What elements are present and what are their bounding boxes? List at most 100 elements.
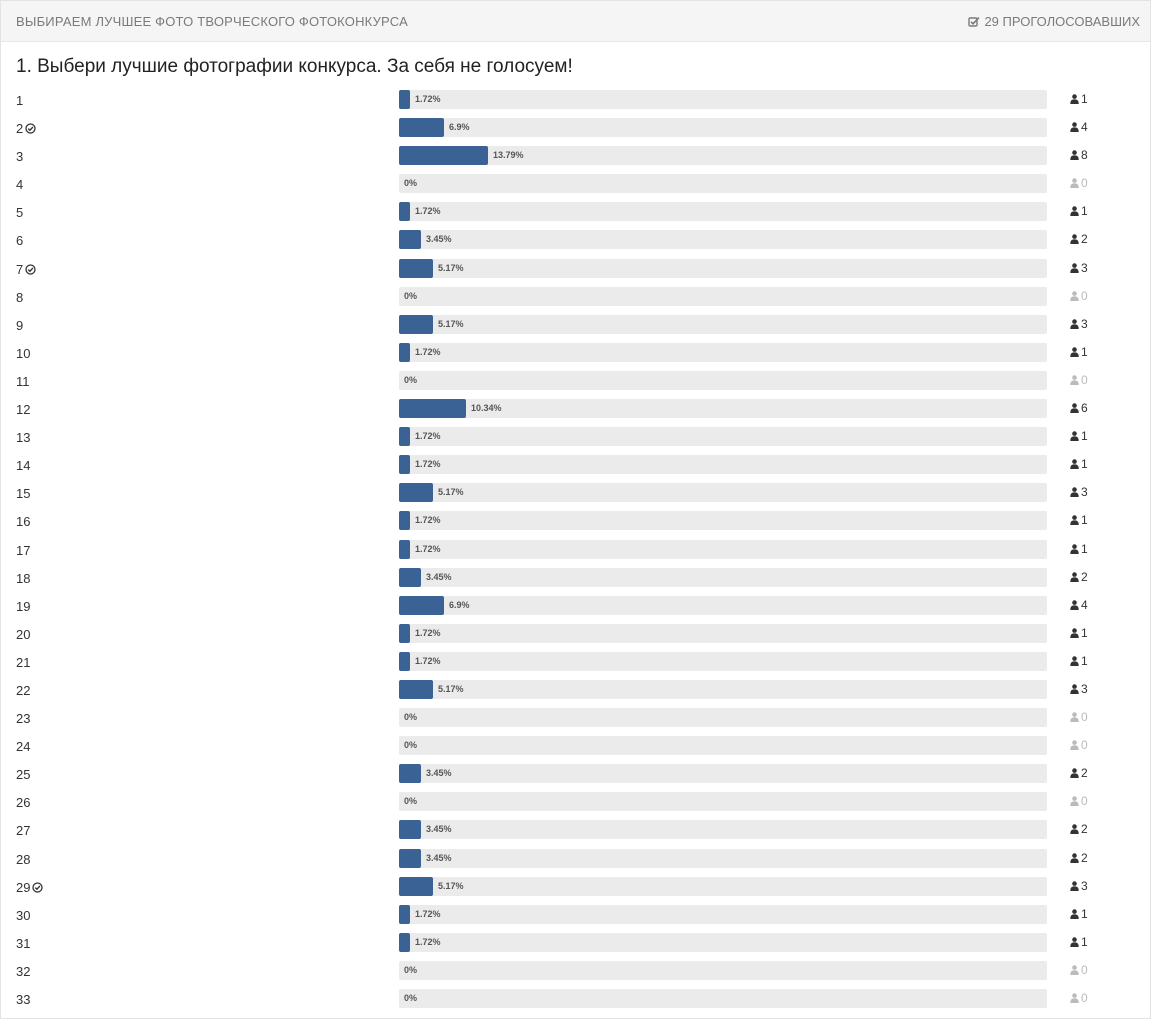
option-number: 1	[16, 93, 24, 108]
vote-count-value: 3	[1081, 485, 1088, 500]
check-circle-icon	[25, 123, 36, 134]
vote-count: 1	[1070, 935, 1088, 949]
result-row: 29 5.17% 3	[1, 876, 1150, 905]
option-number: 10	[16, 345, 31, 361]
voters-count: 29 ПРОГОЛОСОВАВШИХ	[968, 14, 1140, 29]
progress-track: 1.72%	[399, 90, 1047, 109]
progress-track: 1.72%	[399, 651, 1047, 671]
result-row: 4 0% 0	[1, 174, 1150, 202]
vote-count: 6	[1070, 401, 1088, 415]
progress-track: 10.34%	[399, 399, 1047, 419]
progress-track: 1.72%	[399, 623, 1047, 643]
option-label: 11	[16, 374, 30, 389]
progress-track: 5.17%	[399, 679, 1047, 699]
vote-count: 0	[1070, 991, 1088, 1005]
progress-track: 1.72%	[399, 342, 1047, 362]
user-icon	[1070, 290, 1079, 301]
option-label: 2	[16, 121, 36, 136]
option-number: 3	[16, 149, 24, 165]
vote-count-value: 1	[1081, 344, 1088, 359]
option-label: 1	[16, 93, 23, 108]
percent-label: 3.45%	[426, 234, 452, 245]
progress-fill	[399, 511, 410, 531]
result-row: 18 3.45% 2	[1, 567, 1150, 596]
result-row: 9 5.17% 3	[1, 314, 1150, 343]
option-number: 19	[16, 598, 31, 614]
option-label: 18	[16, 571, 30, 586]
vote-count: 3	[1070, 485, 1088, 499]
vote-count: 1	[1070, 204, 1088, 218]
option-label: 26	[16, 795, 30, 810]
option-number: 14	[16, 458, 31, 474]
percent-label: 0%	[404, 796, 418, 807]
vote-count: 1	[1070, 654, 1088, 668]
percent-label: 1.72%	[415, 346, 441, 357]
option-number: 2	[16, 121, 24, 137]
result-row: 27 3.45% 2	[1, 820, 1150, 848]
vote-count-value: 1	[1081, 92, 1088, 106]
option-number: 27	[16, 823, 31, 839]
percent-label: 6.9%	[449, 599, 470, 610]
option-number: 4	[16, 177, 24, 193]
vote-count-value: 0	[1081, 794, 1088, 809]
user-icon	[1070, 206, 1079, 217]
vote-count-value: 2	[1081, 850, 1088, 865]
vote-count: 0	[1070, 710, 1088, 724]
percent-label: 0%	[404, 740, 418, 751]
option-number: 30	[16, 907, 31, 923]
progress-fill	[399, 539, 410, 559]
vote-count: 3	[1070, 879, 1088, 893]
vote-count: 4	[1070, 598, 1088, 612]
vote-count-value: 1	[1081, 513, 1088, 528]
check-circle-icon	[32, 881, 44, 893]
vote-count: 0	[1070, 738, 1088, 752]
vote-count: 2	[1070, 851, 1088, 865]
option-label: 28	[16, 852, 30, 867]
option-number: 11	[16, 373, 30, 389]
option-label: 21	[16, 655, 30, 670]
progress-track: 6.9%	[399, 595, 1047, 615]
result-row: 2 6.9% 4	[1, 118, 1150, 146]
user-icon	[1070, 150, 1079, 161]
progress-track: 5.17%	[399, 314, 1047, 334]
vote-count-value: 2	[1081, 569, 1088, 584]
progress-fill	[399, 679, 433, 699]
vote-count: 1	[1070, 907, 1088, 921]
percent-label: 3.45%	[426, 852, 452, 863]
user-icon	[1070, 712, 1079, 723]
vote-count-value: 0	[1081, 710, 1088, 725]
result-row: 23 0% 0	[1, 708, 1150, 736]
option-label: 7	[16, 262, 36, 277]
progress-track: 0%	[399, 960, 1047, 980]
option-number: 24	[16, 739, 31, 755]
percent-label: 1.72%	[415, 627, 441, 638]
progress-track: 5.17%	[399, 258, 1047, 278]
percent-label: 1.72%	[415, 515, 441, 526]
percent-label: 0%	[404, 290, 418, 301]
option-number: 16	[16, 514, 31, 530]
progress-fill	[399, 904, 410, 924]
option-number: 18	[16, 570, 31, 586]
vote-count: 1	[1070, 513, 1088, 527]
progress-fill	[399, 118, 444, 138]
option-label: 12	[16, 402, 30, 417]
option-label: 19	[16, 599, 30, 614]
vote-count-value: 0	[1081, 372, 1088, 387]
vote-count-value: 8	[1081, 148, 1088, 163]
result-row: 24 0% 0	[1, 736, 1150, 764]
result-row: 25 3.45% 2	[1, 764, 1150, 792]
results-list: 1 1.72% 1 2 6.9% 4 3 13.79% 8 4 0% 0 5 1.72% 1 6 3.45% 2 7…	[1, 90, 1150, 1017]
vote-count: 3	[1070, 317, 1088, 331]
vote-count: 1	[1070, 429, 1088, 443]
user-icon	[1070, 459, 1079, 470]
percent-label: 1.72%	[415, 655, 441, 666]
vote-count-value: 4	[1081, 120, 1088, 135]
progress-track: 1.72%	[399, 427, 1047, 447]
progress-fill	[399, 567, 421, 587]
vote-count-value: 0	[1081, 738, 1088, 753]
vote-count-value: 0	[1081, 962, 1088, 977]
progress-fill	[399, 230, 421, 250]
user-icon	[1070, 94, 1079, 104]
vote-count: 0	[1070, 963, 1088, 977]
